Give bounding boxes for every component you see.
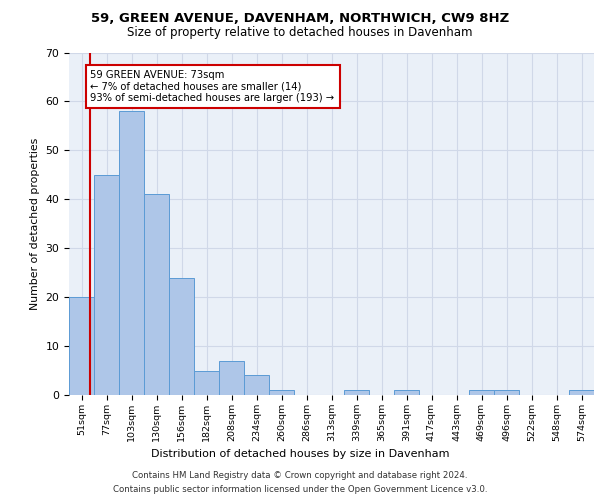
- Bar: [494, 390, 519, 395]
- Text: Distribution of detached houses by size in Davenham: Distribution of detached houses by size …: [151, 449, 449, 459]
- Bar: [569, 390, 594, 395]
- Y-axis label: Number of detached properties: Number of detached properties: [30, 138, 40, 310]
- Text: 59, GREEN AVENUE, DAVENHAM, NORTHWICH, CW9 8HZ: 59, GREEN AVENUE, DAVENHAM, NORTHWICH, C…: [91, 12, 509, 26]
- Bar: [69, 297, 94, 395]
- Text: 59 GREEN AVENUE: 73sqm
← 7% of detached houses are smaller (14)
93% of semi-deta: 59 GREEN AVENUE: 73sqm ← 7% of detached …: [91, 70, 335, 103]
- Text: Contains HM Land Registry data © Crown copyright and database right 2024.: Contains HM Land Registry data © Crown c…: [132, 472, 468, 480]
- Bar: [219, 361, 244, 395]
- Bar: [94, 175, 119, 395]
- Text: Size of property relative to detached houses in Davenham: Size of property relative to detached ho…: [127, 26, 473, 39]
- Bar: [244, 376, 269, 395]
- Text: Contains public sector information licensed under the Open Government Licence v3: Contains public sector information licen…: [113, 484, 487, 494]
- Bar: [119, 111, 144, 395]
- Bar: [194, 370, 219, 395]
- Bar: [169, 278, 194, 395]
- Bar: [269, 390, 294, 395]
- Bar: [469, 390, 494, 395]
- Bar: [144, 194, 169, 395]
- Bar: [344, 390, 369, 395]
- Bar: [394, 390, 419, 395]
